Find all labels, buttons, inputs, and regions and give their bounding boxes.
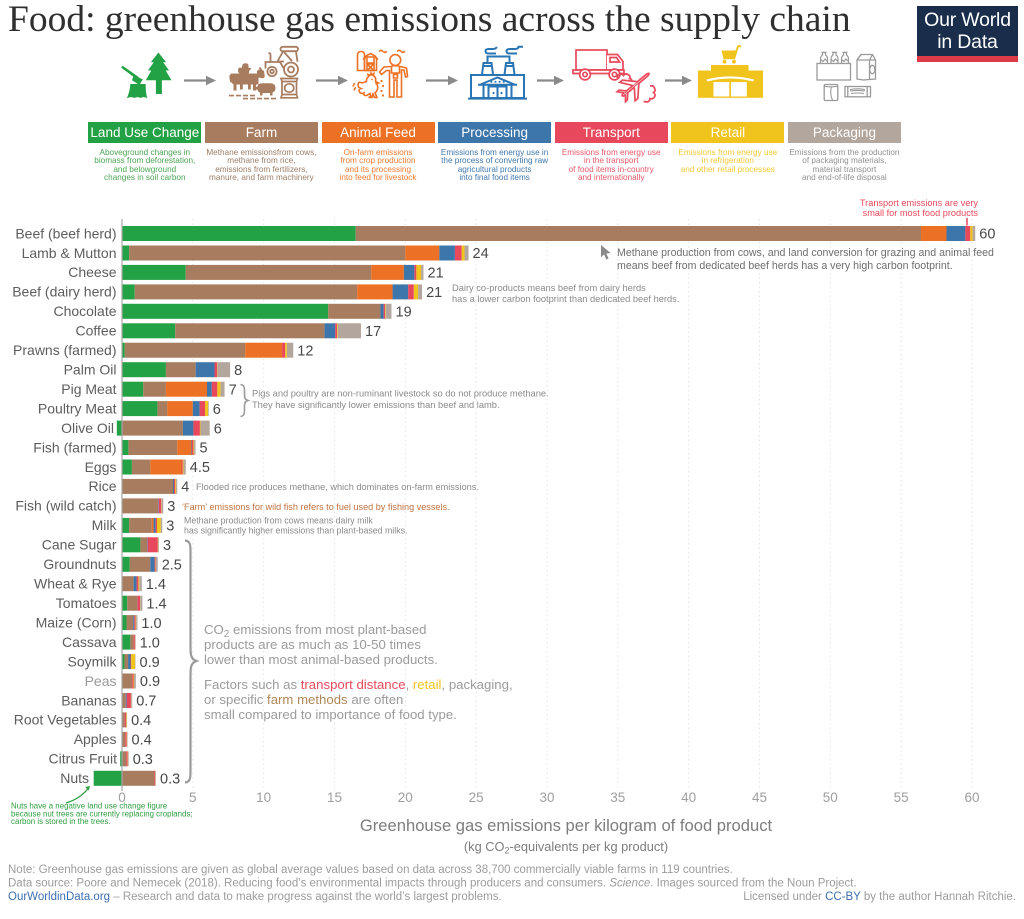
svg-text:3: 3 xyxy=(166,519,174,535)
svg-text:60: 60 xyxy=(979,227,995,243)
svg-text:0.3: 0.3 xyxy=(160,772,180,788)
svg-text:Milk: Milk xyxy=(92,517,118,533)
svg-text:Coffee: Coffee xyxy=(76,323,117,339)
svg-text:Olive Oil: Olive Oil xyxy=(61,420,114,436)
svg-text:Lamb & Mutton: Lamb & Mutton xyxy=(22,245,117,261)
svg-text:Maize (Corn): Maize (Corn) xyxy=(36,614,117,630)
svg-text:4.5: 4.5 xyxy=(190,460,210,476)
svg-text:Root Vegetables: Root Vegetables xyxy=(14,712,117,728)
svg-text:Flooded rice produces methane,: Flooded rice produces methane, which dom… xyxy=(196,482,479,492)
svg-text:Apples: Apples xyxy=(74,731,117,747)
svg-text:Citrus Fruit: Citrus Fruit xyxy=(49,751,118,767)
svg-text:60: 60 xyxy=(964,790,979,805)
svg-text:0.4: 0.4 xyxy=(132,733,152,749)
svg-text:1.4: 1.4 xyxy=(146,577,166,593)
svg-text:Cane Sugar: Cane Sugar xyxy=(42,537,117,553)
svg-text:25: 25 xyxy=(469,790,484,805)
svg-text:17: 17 xyxy=(365,324,381,340)
svg-text:Prawns (farmed): Prawns (farmed) xyxy=(13,342,116,358)
svg-text:3: 3 xyxy=(163,538,171,554)
svg-text:Beef (dairy herd): Beef (dairy herd) xyxy=(12,284,116,300)
svg-text:3: 3 xyxy=(167,499,175,515)
svg-text:Tomatoes: Tomatoes xyxy=(56,595,117,611)
svg-text:Methane production from cows,: Methane production from cows, and land c… xyxy=(617,247,994,259)
svg-text:30: 30 xyxy=(539,790,554,805)
svg-text:has a lower carbon footprint t: has a lower carbon footprint than dedica… xyxy=(452,294,679,304)
svg-text:Wheat & Rye: Wheat & Rye xyxy=(34,576,117,592)
svg-text:12: 12 xyxy=(297,343,313,359)
svg-text:Greenhouse gas emissions per k: Greenhouse gas emissions per kilogram of… xyxy=(360,816,773,835)
svg-text:45: 45 xyxy=(752,790,767,805)
svg-text:OurWorldinData.org – Research: OurWorldinData.org – Research and data t… xyxy=(8,891,502,903)
svg-text:6: 6 xyxy=(213,402,221,418)
svg-text:Poultry Meat: Poultry Meat xyxy=(38,400,117,416)
svg-text:Cassava: Cassava xyxy=(62,634,117,650)
svg-text:55: 55 xyxy=(894,790,909,805)
svg-text:Pig Meat: Pig Meat xyxy=(61,381,116,397)
svg-text:Nuts: Nuts xyxy=(60,770,89,786)
svg-text:6: 6 xyxy=(214,421,222,437)
svg-text:has significantly higher emiss: has significantly higher emissions than … xyxy=(184,526,407,536)
svg-text:5: 5 xyxy=(189,790,197,805)
svg-text:‘Farm’ emissions for wild fish: ‘Farm’ emissions for wild fish refers to… xyxy=(182,502,450,512)
svg-text:10: 10 xyxy=(256,790,271,805)
svg-text:carbon is stored in the trees.: carbon is stored in the trees. xyxy=(11,817,111,826)
svg-text:small compared to importance o: small compared to importance of food typ… xyxy=(204,707,457,722)
svg-text:Dairy co-products means beef f: Dairy co-products means beef from dairy … xyxy=(452,283,646,293)
svg-text:Eggs: Eggs xyxy=(85,459,117,475)
svg-text:1.0: 1.0 xyxy=(141,616,161,632)
svg-text:15: 15 xyxy=(327,790,342,805)
svg-text:Rice: Rice xyxy=(88,478,116,494)
svg-text:Factors such as transport dist: Factors such as transport distance, reta… xyxy=(204,677,513,692)
svg-text:Cheese: Cheese xyxy=(68,264,116,280)
svg-text:Fish (wild catch): Fish (wild catch) xyxy=(15,498,116,514)
svg-text:20: 20 xyxy=(398,790,413,805)
svg-text:19: 19 xyxy=(396,305,412,321)
svg-text:Data source: Poore and Nemecek: Data source: Poore and Nemecek (2018). R… xyxy=(8,878,857,890)
svg-text:means beef from dedicated beef: means beef from dedicated beef herds has… xyxy=(617,260,953,272)
svg-text:Nuts have a negative land use: Nuts have a negative land use change fig… xyxy=(11,802,168,811)
svg-text:40: 40 xyxy=(681,790,696,805)
svg-text:21: 21 xyxy=(426,285,442,301)
svg-text:7: 7 xyxy=(229,382,237,398)
svg-text:8: 8 xyxy=(234,363,242,379)
svg-text:35: 35 xyxy=(610,790,625,805)
svg-text:0.9: 0.9 xyxy=(140,655,160,671)
svg-text:(kg CO2-equivalents per kg pro: (kg CO2-equivalents per kg product) xyxy=(464,839,668,856)
svg-text:4: 4 xyxy=(181,480,189,496)
svg-text:Transport emissions are very: Transport emissions are very xyxy=(860,198,979,208)
svg-text:5: 5 xyxy=(200,441,208,457)
svg-text:1.4: 1.4 xyxy=(146,596,166,612)
svg-text:Palm Oil: Palm Oil xyxy=(64,362,117,378)
svg-text:Licensed under CC-BY by the au: Licensed under CC-BY by the author Hanna… xyxy=(743,891,1016,903)
svg-text:or specific farm methods are o: or specific farm methods are often xyxy=(204,692,403,707)
svg-text:Groundnuts: Groundnuts xyxy=(43,556,116,572)
svg-text:small for most food products: small for most food products xyxy=(863,208,979,218)
svg-text:Pigs and poultry are non-rumin: Pigs and poultry are non-ruminant livest… xyxy=(252,389,549,399)
svg-text:Methane production from cows m: Methane production from cows means dairy… xyxy=(184,516,373,526)
svg-text:Note: Greenhouse gas emissions: Note: Greenhouse gas emissions are given… xyxy=(8,864,733,876)
svg-text:Chocolate: Chocolate xyxy=(53,303,116,319)
svg-text:Beef (beef herd): Beef (beef herd) xyxy=(15,225,116,241)
svg-text:0.4: 0.4 xyxy=(131,713,151,729)
svg-text:21: 21 xyxy=(428,266,444,282)
svg-text:CO2 emissions from most plant-: CO2 emissions from most plant-based xyxy=(204,622,427,640)
svg-text:0.7: 0.7 xyxy=(136,694,156,710)
svg-text:Bananas: Bananas xyxy=(61,692,116,708)
svg-text:Soymilk: Soymilk xyxy=(67,653,117,669)
svg-text:24: 24 xyxy=(473,246,489,262)
svg-text:50: 50 xyxy=(823,790,838,805)
svg-text:because nut trees are currentl: because nut trees are currently replacin… xyxy=(11,809,193,818)
svg-text:0: 0 xyxy=(118,790,126,805)
svg-text:Peas: Peas xyxy=(85,673,117,689)
svg-text:lower than most animal-based p: lower than most animal-based products. xyxy=(204,652,438,667)
svg-text:Fish (farmed): Fish (farmed) xyxy=(33,439,116,455)
svg-text:1.0: 1.0 xyxy=(140,635,160,651)
svg-text:0.3: 0.3 xyxy=(133,752,153,768)
svg-text:0.9: 0.9 xyxy=(140,674,160,690)
svg-text:products are as much as 10-50: products are as much as 10-50 times xyxy=(204,637,421,652)
svg-text:They have significantly lower: They have significantly lower emissions … xyxy=(252,400,500,410)
svg-text:2.5: 2.5 xyxy=(162,558,182,574)
